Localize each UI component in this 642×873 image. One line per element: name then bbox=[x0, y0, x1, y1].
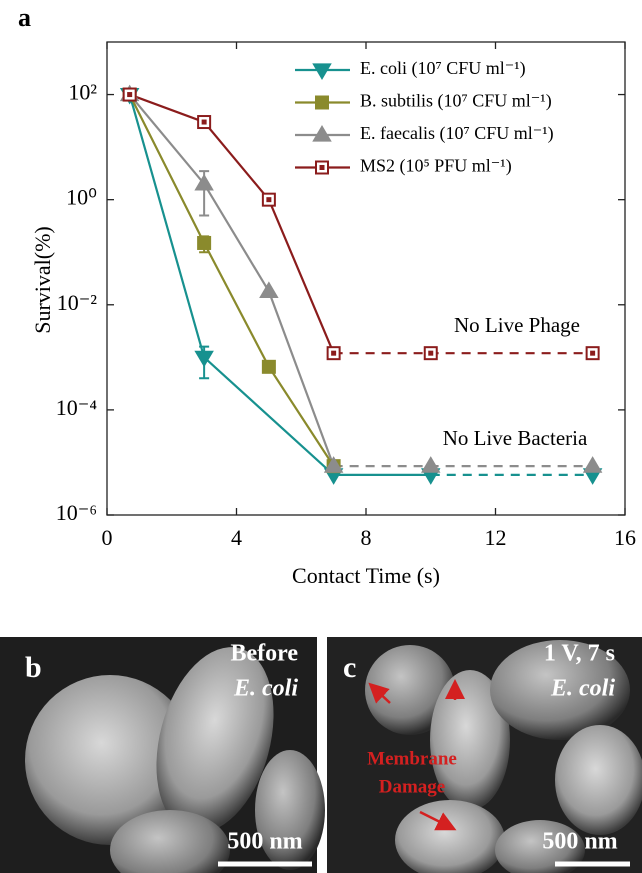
marker bbox=[331, 350, 337, 356]
y-tick-label: 10⁻⁴ bbox=[56, 395, 98, 420]
marker bbox=[590, 350, 596, 356]
legend-label: B. subtilis (10⁷ CFU ml⁻¹) bbox=[360, 91, 552, 112]
legend-marker bbox=[315, 95, 329, 110]
legend-label: E. coli (10⁷ CFU ml⁻¹) bbox=[360, 58, 526, 79]
x-axis-label: Contact Time (s) bbox=[292, 563, 440, 588]
y-tick-label: 10⁻⁶ bbox=[56, 500, 97, 525]
caption: 1 V, 7 s bbox=[544, 641, 615, 667]
panel-label: a bbox=[18, 3, 31, 32]
caption: E. coli bbox=[233, 676, 298, 702]
marker bbox=[127, 92, 133, 98]
marker bbox=[421, 456, 441, 473]
marker bbox=[194, 350, 214, 368]
marker bbox=[261, 359, 276, 374]
marker bbox=[428, 350, 434, 356]
x-tick-label: 8 bbox=[361, 525, 372, 550]
legend-marker bbox=[312, 125, 332, 142]
series-line bbox=[128, 94, 431, 476]
y-axis-label: Survival(%) bbox=[30, 226, 55, 334]
sem-image-b: b Before E. coli 500 nm bbox=[0, 637, 325, 873]
panel-label: c bbox=[343, 651, 356, 684]
annotation: Damage bbox=[379, 776, 445, 797]
x-tick-label: 4 bbox=[231, 525, 242, 550]
annotation: No Live Phage bbox=[454, 313, 580, 337]
y-tick-label: 10⁰ bbox=[66, 185, 97, 210]
marker bbox=[201, 119, 207, 125]
marker bbox=[266, 197, 272, 203]
x-tick-label: 16 bbox=[614, 525, 636, 550]
series-line bbox=[129, 93, 335, 354]
x-tick-label: 12 bbox=[485, 525, 507, 550]
scale-bar-label: 500 nm bbox=[542, 829, 617, 855]
legend-marker bbox=[312, 63, 332, 80]
legend-label: MS2 (10⁵ PFU ml⁻¹) bbox=[360, 156, 512, 177]
x-tick-label: 0 bbox=[102, 525, 113, 550]
legend-marker bbox=[319, 165, 325, 170]
marker bbox=[194, 173, 214, 191]
legend-label: E. faecalis (10⁷ CFU ml⁻¹) bbox=[360, 123, 554, 144]
marker bbox=[582, 456, 603, 473]
annotation: No Live Bacteria bbox=[443, 426, 588, 450]
marker bbox=[323, 456, 344, 473]
caption: E. coli bbox=[550, 676, 615, 702]
panel-label: b bbox=[25, 651, 42, 684]
marker bbox=[259, 281, 279, 298]
y-tick-label: 10⁻² bbox=[57, 290, 98, 315]
scale-bar-label: 500 nm bbox=[227, 829, 302, 855]
sem-image-c: c 1 V, 7 s E. coli Membrane Damage 500 n… bbox=[327, 637, 642, 873]
series-line bbox=[128, 93, 335, 467]
caption: Before bbox=[230, 641, 298, 667]
marker bbox=[197, 235, 212, 250]
annotation: Membrane bbox=[367, 748, 457, 769]
y-tick-label: 10² bbox=[68, 80, 97, 105]
series-line bbox=[128, 94, 335, 467]
